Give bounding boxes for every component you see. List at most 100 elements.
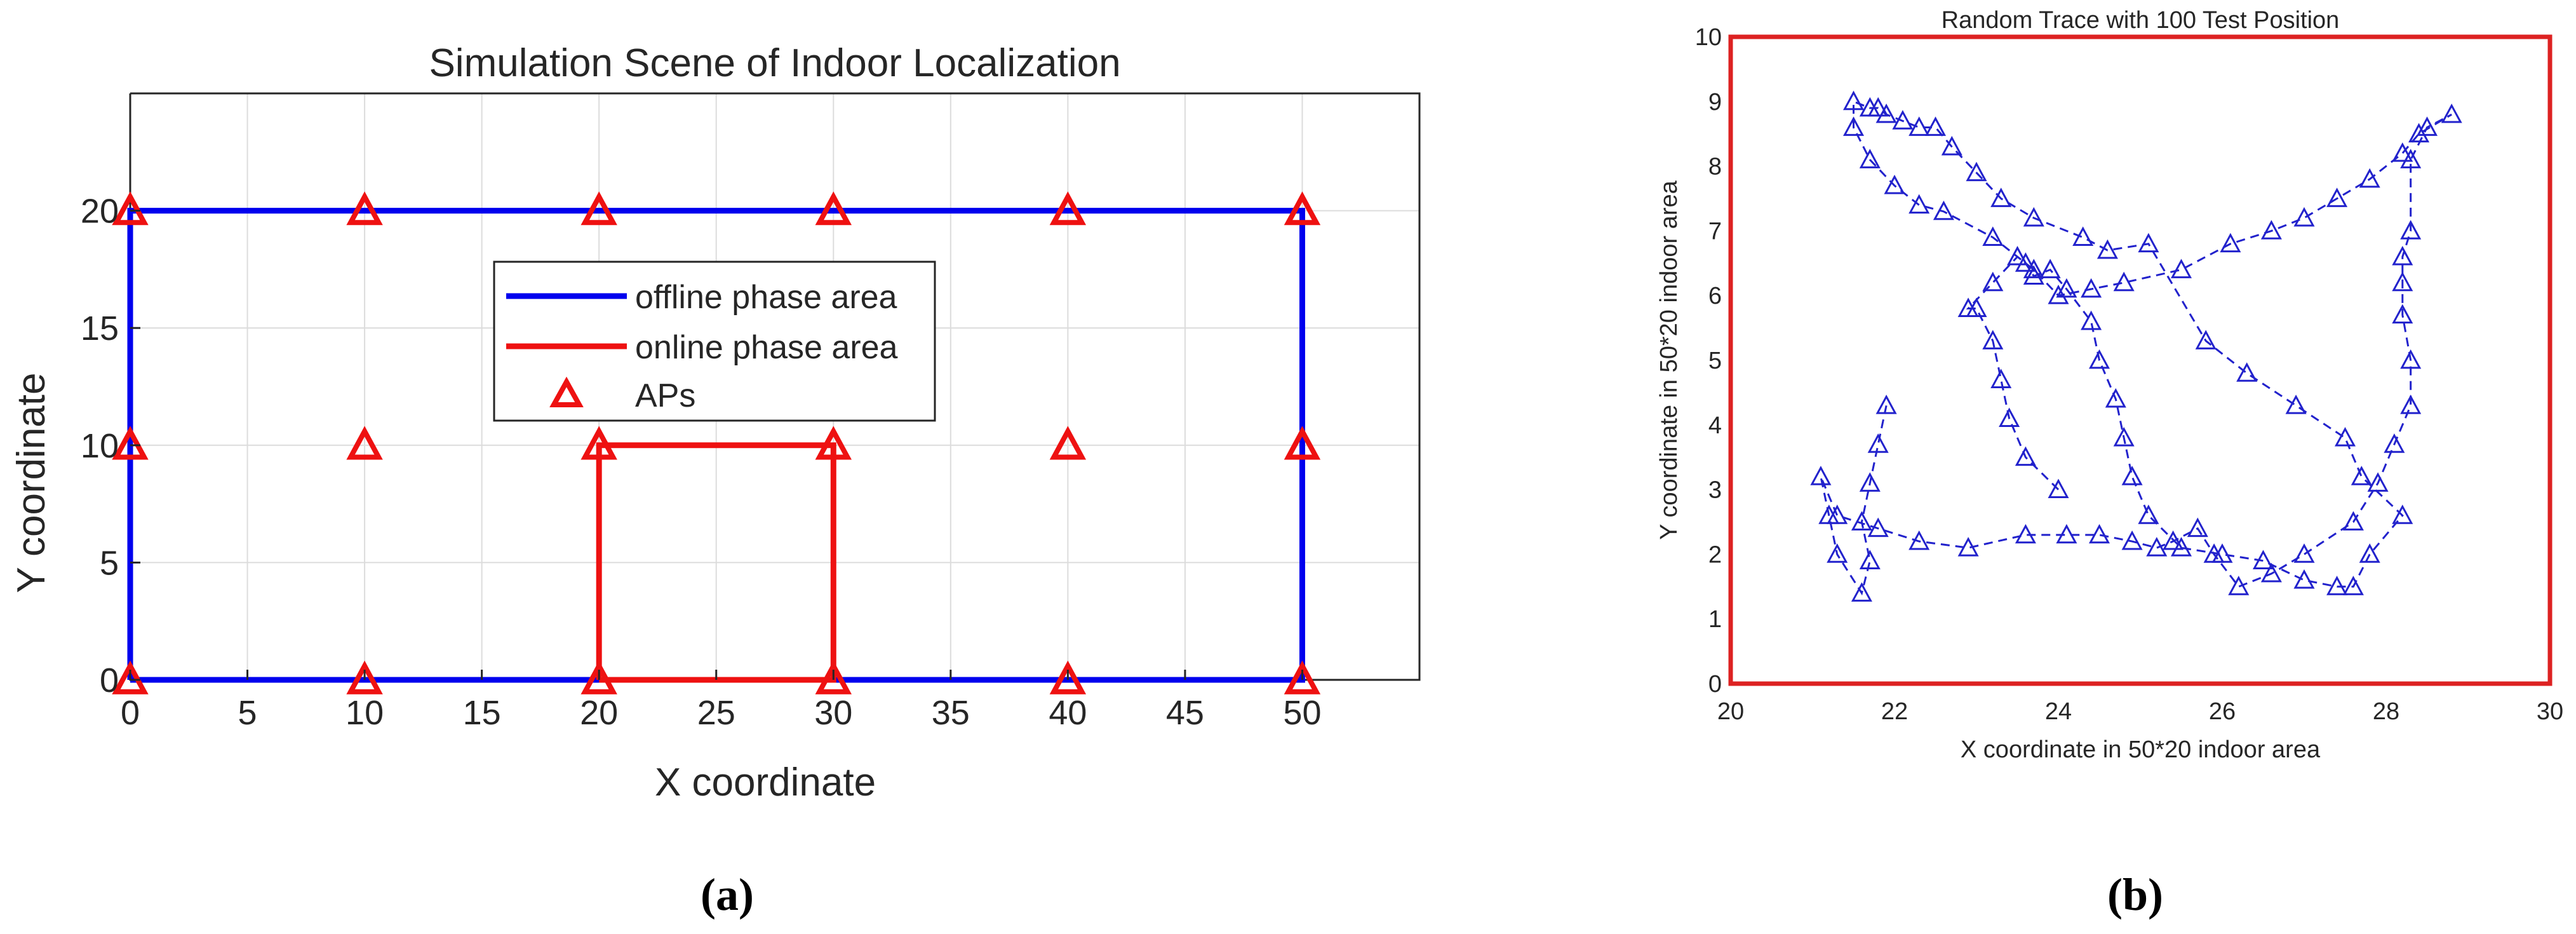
chart-b-trace-marker	[1875, 104, 1897, 123]
chart-b-trace-marker	[2342, 576, 2364, 595]
chart-b-trace-marker	[1909, 530, 1930, 550]
chart-a-ap-marker	[1049, 660, 1087, 694]
chart-b-trace-marker	[2006, 245, 2029, 266]
chart-a-ap-marker	[580, 660, 617, 694]
chart-b-trace-marker	[1924, 116, 1947, 136]
chart-a-x-tick-label: 10	[345, 694, 384, 732]
chart-b-trace-marker	[2088, 524, 2110, 544]
chart-b-x-tick-label: 22	[1881, 698, 1908, 725]
chart-a-ap-marker	[346, 191, 383, 226]
chart-a-ap-marker	[1284, 191, 1321, 226]
chart-b-trace-marker	[2048, 478, 2069, 498]
chart-b-trace-marker	[1941, 135, 1962, 156]
chart-b-y-tick-label: 0	[1708, 671, 1722, 698]
chart-b-trace-marker	[1966, 161, 1987, 182]
chart-a-offline-area-line	[127, 208, 1305, 683]
chart-b-trace-marker	[1982, 330, 2004, 349]
chart-b-trace-marker	[1875, 395, 1897, 414]
chart-b-y-tick-label: 4	[1708, 412, 1722, 439]
chart-a-ap-marker	[815, 191, 852, 226]
chart-b-trace-marker	[2056, 278, 2077, 298]
chart-b-trace-marker	[2096, 239, 2118, 259]
chart-a-y-tick-label: 15	[81, 309, 119, 348]
chart-b-trace-marker	[2367, 472, 2389, 492]
chart-b-trace-marker	[1884, 174, 1905, 194]
chart-b-trace-marker	[2023, 265, 2044, 285]
chart-a-ap-marker	[112, 191, 149, 226]
chart-b-trace-marker	[2088, 349, 2110, 369]
chart-b-trace-marker	[1859, 472, 1881, 492]
chart-b-trace-marker	[1810, 466, 1832, 485]
chart-b-x-tick-label: 30	[2537, 698, 2563, 725]
chart-a: 0 5 10 15 20 25 30 35 40 45 50 0 5 10 15 20 Simulation…	[10, 41, 1421, 920]
chart-b-trace-marker	[1859, 149, 1881, 168]
chart-a-x-tick-label: 35	[932, 694, 970, 732]
chart-b-y-tick-label: 9	[1708, 89, 1722, 116]
chart-b-trace-marker	[2260, 220, 2282, 240]
chart-b-trace-marker	[2170, 537, 2192, 557]
chart-b-trace-marker	[2400, 395, 2422, 414]
chart-b-trace-marker	[2400, 220, 2422, 240]
chart-b-x-ticks: 20 22 24 26 28 30	[1717, 698, 2563, 725]
chart-b-trace-marker	[2195, 330, 2217, 349]
chart-b-trace-marker	[1982, 271, 2004, 292]
chart-b-trace-marker	[2236, 362, 2258, 382]
chart-b-trace-marker	[2048, 285, 2069, 304]
chart-b-trace-marker	[1982, 226, 2004, 246]
chart-b-trace-marker	[2408, 123, 2430, 143]
chart-b-trace-marker	[2056, 524, 2077, 544]
chart-b-y-tick-label: 2	[1708, 541, 1722, 568]
chart-b-y-tick-label: 5	[1708, 348, 1722, 374]
chart-b-trace-marker	[1957, 297, 1979, 317]
chart-b-trace-marker	[2392, 304, 2413, 324]
chart-b-trace-marker	[2023, 206, 2044, 227]
legend-box	[493, 261, 936, 422]
chart-b-trace-marker	[1990, 187, 2012, 207]
panel-label-b: (b)	[2107, 869, 2163, 920]
chart-a-ap-marker	[1284, 660, 1321, 694]
chart-a-ap-marker	[580, 191, 617, 226]
chart-b-trace-marker	[2260, 562, 2282, 583]
panel-label-a: (a)	[701, 869, 754, 920]
chart-b-y-tick-label: 3	[1708, 477, 1722, 504]
chart-b-trace-marker	[2342, 511, 2364, 531]
chart-a-y-tick-label: 10	[81, 427, 119, 465]
chart-b-trace-marker	[1818, 504, 1840, 524]
chart-b-trace-marker	[2121, 466, 2143, 485]
chart-b-trace-marker	[2113, 271, 2135, 292]
chart-a-ap-marker	[1284, 426, 1321, 460]
chart-b-x-axis-label: X coordinate in 50*20 indoor area	[1961, 736, 2321, 763]
chart-a-x-tick-label: 5	[238, 694, 257, 732]
chart-b-series	[1810, 90, 2462, 602]
chart-b-trace-marker	[2072, 226, 2094, 246]
legend-label-offline: offline phase area	[635, 279, 897, 316]
chart-b-trace-marker	[2252, 550, 2274, 569]
chart-b-trace-marker	[1990, 369, 2012, 388]
chart-b-trace-marker	[2384, 433, 2405, 453]
chart-b-trace-marker	[2334, 427, 2356, 447]
chart-b-trace-marker	[2121, 530, 2143, 550]
chart-b-trace-marker	[1867, 433, 1889, 453]
chart-b-trace-marker	[2285, 395, 2307, 414]
chart-a-ap-marker	[580, 426, 617, 460]
chart-b-trace-marker	[2293, 569, 2315, 589]
chart-b-trace-marker	[2138, 233, 2159, 253]
chart-b-trace-marker	[2187, 517, 2208, 538]
legend-swatch-aps	[549, 376, 584, 407]
chart-b-x-tick-label: 24	[2045, 698, 2072, 725]
chart-a-x-axis-label: X coordinate	[655, 761, 876, 804]
chart-b-trace-marker	[2392, 142, 2413, 162]
chart-b-title: Random Trace with 100 Test Position	[1942, 7, 2340, 34]
chart-a-x-tick-label: 0	[121, 694, 140, 732]
chart-b-trace-marker	[2170, 259, 2192, 278]
chart-b-trace-marker	[1892, 110, 1914, 130]
chart-a-y-axis-label: Y coordinate	[10, 373, 53, 593]
chart-b-trace-marker	[2351, 466, 2372, 485]
chart-b-trace-marker	[2228, 576, 2250, 595]
chart-a-x-tick-label: 25	[697, 694, 735, 732]
chart-b-trace-marker	[2416, 116, 2438, 136]
chart-b-trace-marker	[2392, 504, 2413, 524]
chart-a-y-ticks: 0 5 10 15 20	[81, 193, 140, 700]
chart-b: 20 22 24 26 28 30 0 1 2 3 4 5 6 7 8 9 10 Random Trace w…	[1656, 7, 2563, 920]
